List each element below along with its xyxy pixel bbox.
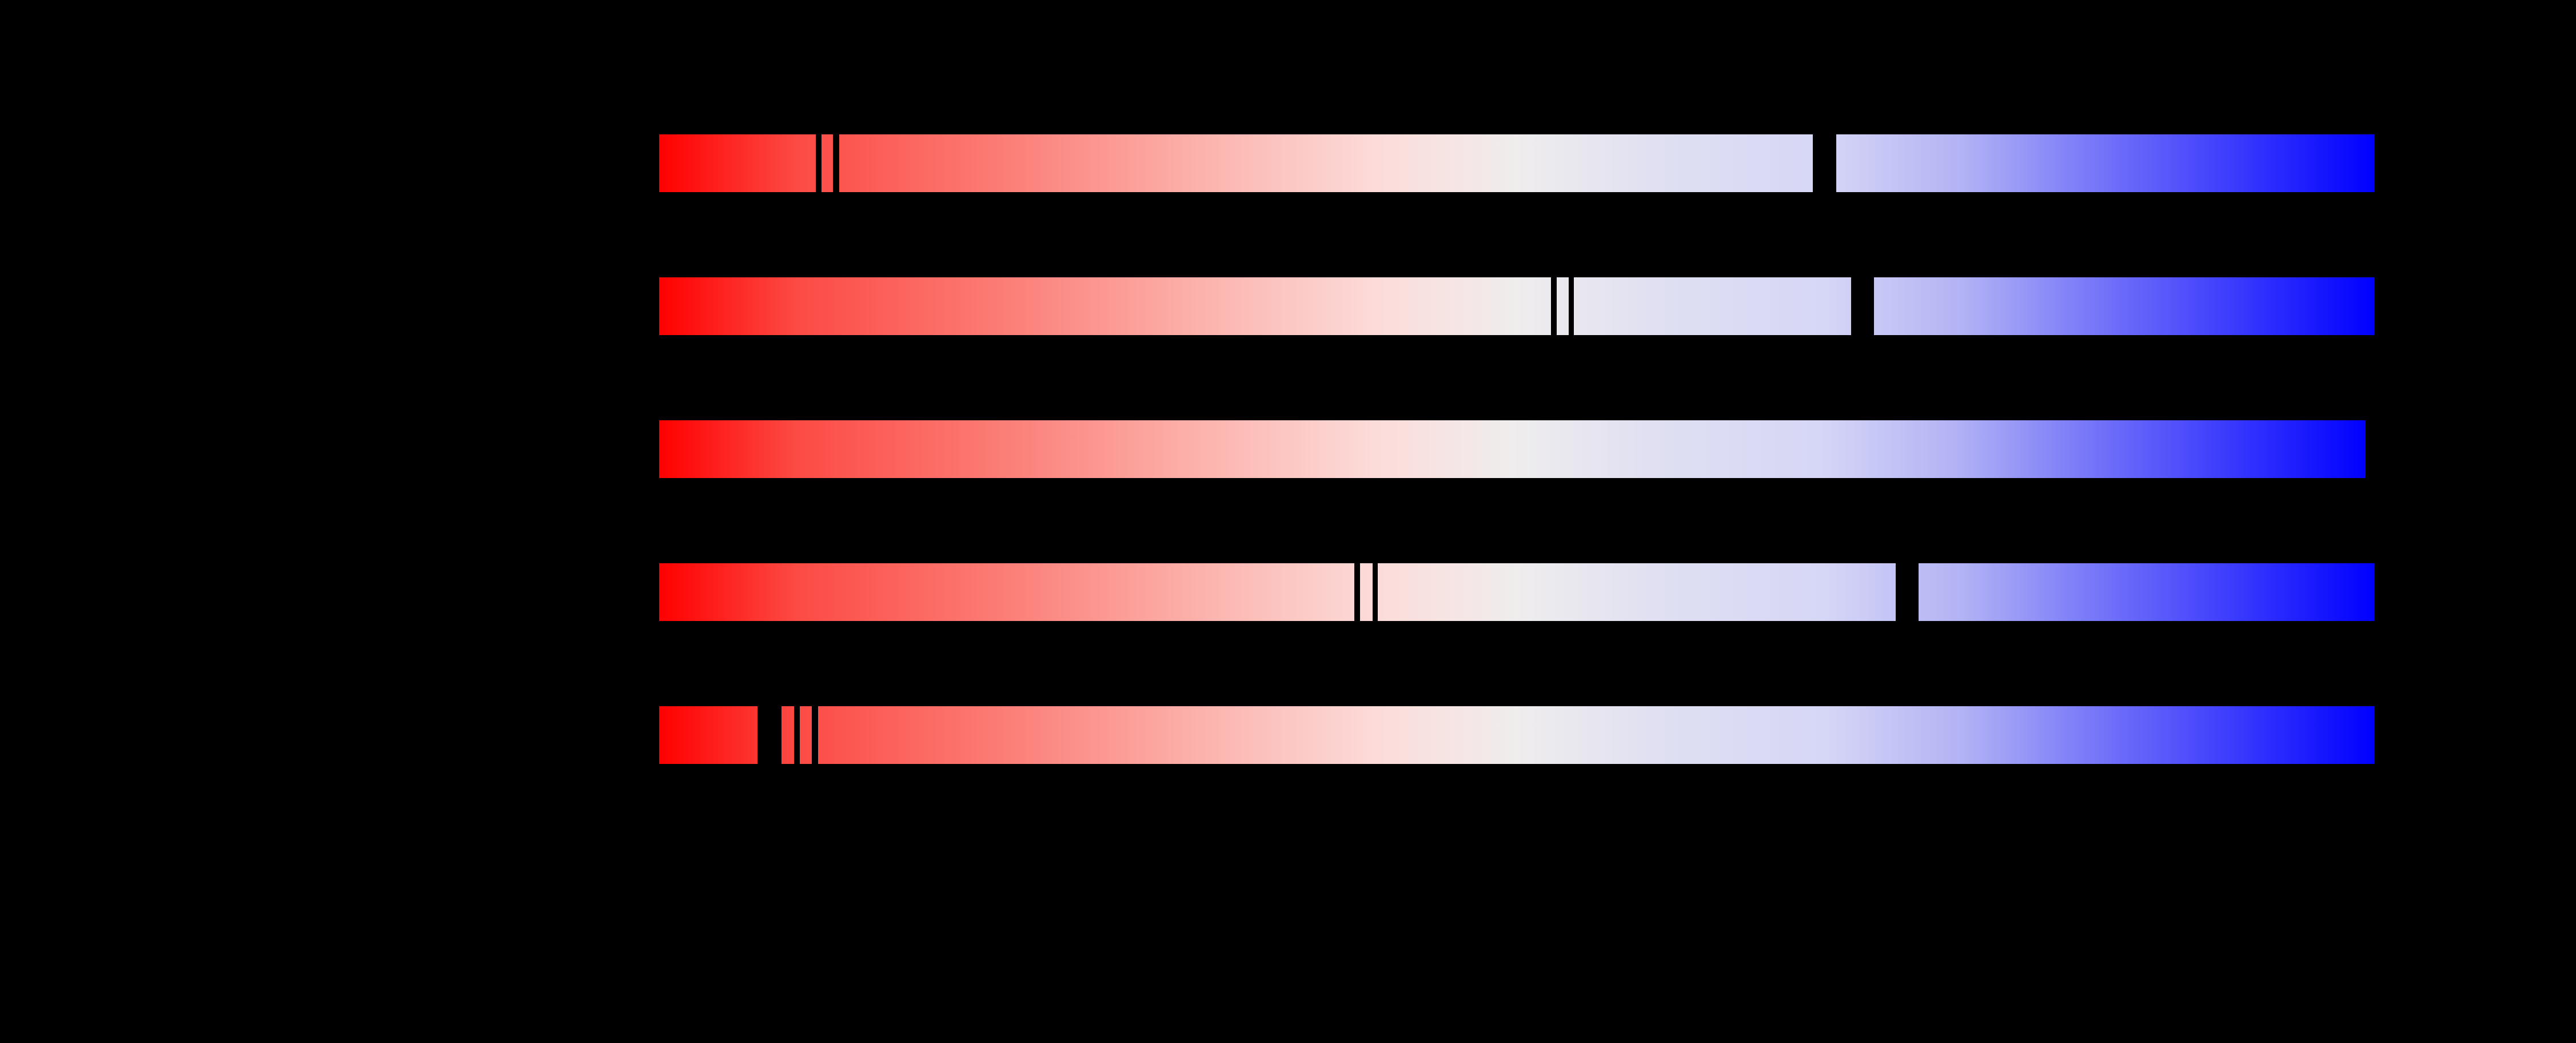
tick-divider <box>816 134 822 193</box>
gap-divider <box>1896 563 1919 622</box>
tick-divider <box>1373 563 1378 622</box>
tick-divider <box>812 706 818 765</box>
gradient-bar-row-2 <box>659 277 2374 336</box>
gap-divider <box>1813 134 1836 193</box>
tick-divider <box>1551 277 1557 336</box>
gradient-bar-row-3 <box>659 420 2366 478</box>
gap-divider <box>757 706 781 765</box>
gradient-bar-row-5 <box>659 706 2374 765</box>
gap-divider <box>1851 277 1874 336</box>
tick-divider <box>833 134 839 193</box>
gradient-bar-row-1 <box>659 134 2374 193</box>
gradient-bar-row-4 <box>659 563 2374 622</box>
tick-divider <box>794 706 800 765</box>
tick-divider <box>1569 277 1574 336</box>
tick-divider <box>1354 563 1360 622</box>
